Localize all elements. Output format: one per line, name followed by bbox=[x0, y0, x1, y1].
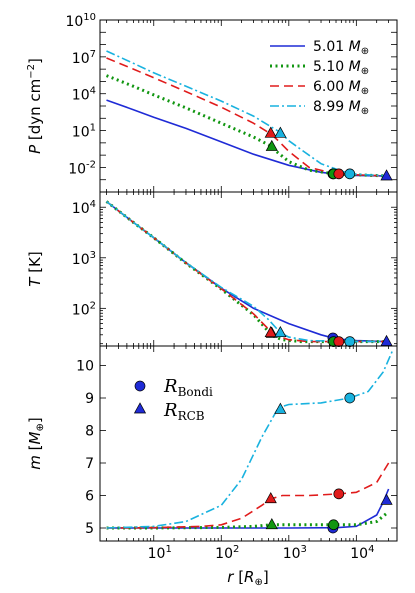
bondi-marker bbox=[328, 519, 339, 531]
y-axis-label: T [K] bbox=[26, 251, 44, 286]
y-tick-label: 9 bbox=[85, 391, 94, 407]
legend-label: 6.00 M⊕ bbox=[313, 79, 369, 97]
axes-frame bbox=[99, 191, 398, 347]
x-tick-labels: 101 102 103 104 bbox=[148, 544, 375, 562]
curve-6.00 bbox=[106, 462, 390, 529]
legend-label: 5.01 M⊕ bbox=[313, 39, 369, 57]
curve-5.01 bbox=[106, 200, 389, 343]
bondi-marker bbox=[344, 392, 356, 404]
panel-pressure: 10-2 101 104 107 1010 P [dyn cm−2] 5.01 M⊕ 5.10… bbox=[26, 12, 398, 193]
legend-label: RRCB bbox=[163, 400, 205, 423]
bondi-marker bbox=[344, 168, 356, 180]
legend-rcb-marker bbox=[133, 402, 147, 414]
tick-label: 104 bbox=[72, 86, 96, 104]
y-axis-label: P [dyn cm−2] bbox=[26, 58, 44, 154]
tick-label: 1010 bbox=[65, 12, 96, 30]
tick-label: 104 bbox=[72, 199, 96, 217]
tick-label: 101 bbox=[72, 123, 96, 141]
curve-8.99 bbox=[106, 348, 394, 529]
plot-area bbox=[106, 348, 394, 530]
x-tick-label: 101 bbox=[148, 544, 172, 562]
x-tick-label: 103 bbox=[283, 544, 307, 562]
x-axis-label: r [R⊕] bbox=[227, 568, 268, 588]
y-tick-label: 7 bbox=[85, 456, 94, 472]
rcb-marker bbox=[274, 402, 287, 414]
tick-label: 103 bbox=[72, 250, 96, 268]
curve-5.10 bbox=[105, 74, 389, 178]
rcb-marker bbox=[264, 492, 277, 504]
x-tick-label: 104 bbox=[350, 544, 374, 562]
curve-5.10 bbox=[105, 200, 389, 344]
tick-label: 102 bbox=[72, 300, 96, 318]
curve-5.01 bbox=[106, 488, 390, 529]
rcb-marker bbox=[264, 126, 277, 138]
bondi-marker bbox=[333, 168, 345, 180]
rcb-marker bbox=[274, 325, 287, 338]
rcb-marker bbox=[265, 139, 278, 151]
curve-6.00 bbox=[106, 57, 389, 177]
rcb-marker bbox=[274, 126, 287, 138]
curve-8.99 bbox=[106, 200, 389, 343]
bondi-marker bbox=[333, 488, 345, 500]
curve-6.00 bbox=[106, 200, 389, 343]
tick-label: 107 bbox=[72, 49, 96, 67]
y-tick-label: 5 bbox=[85, 521, 94, 537]
y-tick-label: 8 bbox=[85, 424, 94, 440]
x-tick-label: 102 bbox=[215, 544, 239, 562]
legend-label: 5.10 M⊕ bbox=[313, 59, 369, 77]
bondi-marker bbox=[344, 336, 356, 347]
y-axis-label: m [M⊕] bbox=[26, 417, 46, 469]
y-tick-label: 10 bbox=[76, 359, 94, 375]
legend-label: 8.99 M⊕ bbox=[313, 99, 369, 117]
bondi-marker bbox=[333, 336, 345, 347]
axes-frame bbox=[99, 345, 398, 542]
legend-bondi-marker bbox=[134, 380, 146, 392]
legend: 5.01 M⊕ 5.10 M⊕ 6.00 M⊕ 8.99 M⊕ bbox=[270, 39, 369, 117]
panel-temperature: 102 103 104 T [K] bbox=[26, 191, 398, 347]
rcb-marker bbox=[380, 493, 393, 505]
plot-area bbox=[105, 200, 389, 344]
rcb-marker bbox=[380, 169, 393, 181]
curve-5.10 bbox=[106, 510, 390, 530]
legend-label: RBondi bbox=[163, 376, 213, 399]
rcb-marker bbox=[264, 325, 277, 338]
tick-label: 10-2 bbox=[68, 159, 96, 177]
rcb-marker bbox=[265, 518, 278, 530]
y-tick-label: 6 bbox=[85, 489, 94, 505]
